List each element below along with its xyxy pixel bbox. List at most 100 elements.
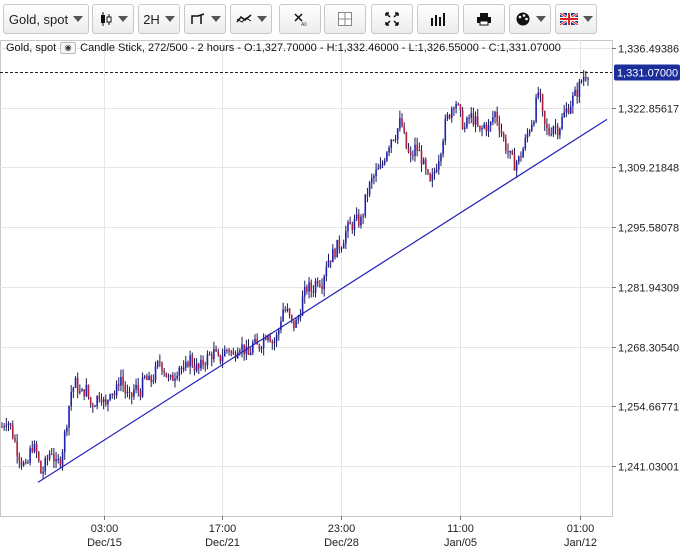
candle-body [509, 150, 511, 153]
fullscreen-button[interactable] [371, 4, 413, 34]
candle-body [435, 169, 438, 172]
chevron-down-icon [73, 16, 84, 22]
y-tick-label: 1,309.21848 [618, 163, 679, 175]
candle-body [310, 282, 313, 292]
candle-body [195, 363, 198, 371]
candle-body [174, 378, 176, 381]
candle-body [165, 372, 168, 378]
candle-body [472, 113, 475, 125]
candle-body [104, 399, 107, 405]
candle-body [479, 125, 481, 130]
timeframe-dropdown[interactable]: 2H [138, 4, 180, 34]
language-flag-icon [559, 13, 578, 25]
candle-body [239, 350, 241, 353]
candle-body [483, 124, 486, 129]
candle-body [89, 397, 92, 405]
chevron-down-icon [210, 16, 221, 22]
info-details: Candle Stick, 272/500 - 2 hours - O:1,32… [80, 42, 561, 54]
candle-body [323, 276, 325, 290]
candle-body [485, 124, 488, 132]
candle-body [316, 280, 319, 285]
candle-body [321, 285, 323, 290]
candle-body [559, 128, 561, 136]
candle-body [72, 387, 75, 392]
candle-body [552, 126, 555, 135]
candle-body [33, 443, 36, 452]
candle-body [273, 341, 276, 344]
candle-body [466, 117, 468, 128]
symbol-dropdown[interactable]: Gold, spot [3, 4, 89, 34]
indicators-dropdown[interactable] [230, 4, 272, 34]
candle-body [414, 144, 416, 156]
candle-body [448, 114, 451, 119]
candle-body [5, 424, 8, 427]
candle-body [370, 177, 373, 183]
candle-body [275, 334, 278, 342]
candle-body [57, 459, 60, 461]
draw-tools-dropdown[interactable] [184, 4, 226, 34]
print-button[interactable] [463, 4, 505, 34]
x-tick-time: 03:00 [91, 523, 119, 535]
candle-body [245, 346, 248, 355]
candle-body [256, 338, 258, 345]
layout-button[interactable] [324, 4, 366, 34]
candle-body [334, 249, 336, 258]
candle-body [412, 155, 414, 157]
candle-body [221, 356, 224, 362]
candle-body [18, 455, 21, 461]
clear-drawings-button[interactable]: All [279, 4, 321, 34]
chart-type-dropdown[interactable] [92, 4, 134, 34]
y-tick-label: 1,322.85617 [618, 104, 679, 116]
candle-body [425, 159, 427, 170]
candle-body [381, 163, 384, 166]
candle-body [306, 286, 308, 292]
candle-body [12, 425, 14, 439]
candle-body [260, 348, 263, 350]
candle-body [405, 132, 408, 149]
candle-body [215, 349, 217, 352]
candle-body [178, 367, 181, 376]
candle-body [396, 128, 399, 140]
candle-body [191, 355, 194, 366]
palette-dropdown[interactable] [509, 4, 551, 34]
candle-body [401, 118, 403, 127]
indicators-icon [235, 14, 251, 23]
candle-body [202, 359, 204, 365]
candle-body [197, 363, 200, 369]
candle-body [176, 375, 178, 379]
candle-body [226, 349, 228, 351]
eye-icon[interactable]: ◉ [60, 42, 77, 54]
candle-body [383, 160, 386, 164]
candle-body [580, 81, 583, 83]
candle-body [141, 377, 144, 397]
language-dropdown[interactable] [555, 4, 597, 34]
candle-body [502, 133, 505, 139]
candle-body [498, 121, 501, 131]
candle-body [297, 318, 300, 320]
candle-body [377, 168, 380, 170]
candle-body [340, 248, 343, 250]
candle-body [550, 134, 553, 136]
volume-button[interactable] [417, 4, 459, 34]
candle-body [582, 76, 585, 82]
candle-body [143, 376, 146, 378]
candle-body [254, 338, 256, 343]
candle-body [585, 76, 587, 80]
y-tick-label: 1,254.66771 [618, 402, 679, 414]
candle-body [206, 354, 209, 366]
candle-body [351, 224, 354, 230]
chevron-down-icon [117, 16, 128, 22]
candle-body [461, 110, 464, 129]
candle-body [399, 118, 401, 129]
chart-area[interactable]: 1,336.49386 1,322.85617 1,309.21848 1,295.5… [0, 40, 681, 549]
x-tick-date: Dec/21 [205, 537, 240, 549]
candle-body [204, 364, 207, 366]
candle-body [42, 471, 44, 474]
candle-body [403, 126, 405, 133]
candle-body [494, 112, 496, 118]
price-chart[interactable]: 1,336.49386 1,322.85617 1,309.21848 1,295.5… [0, 40, 681, 549]
candle-body [546, 124, 548, 128]
candle-body [530, 124, 533, 131]
candle-body [111, 393, 114, 395]
draw-tools-icon [190, 13, 204, 24]
